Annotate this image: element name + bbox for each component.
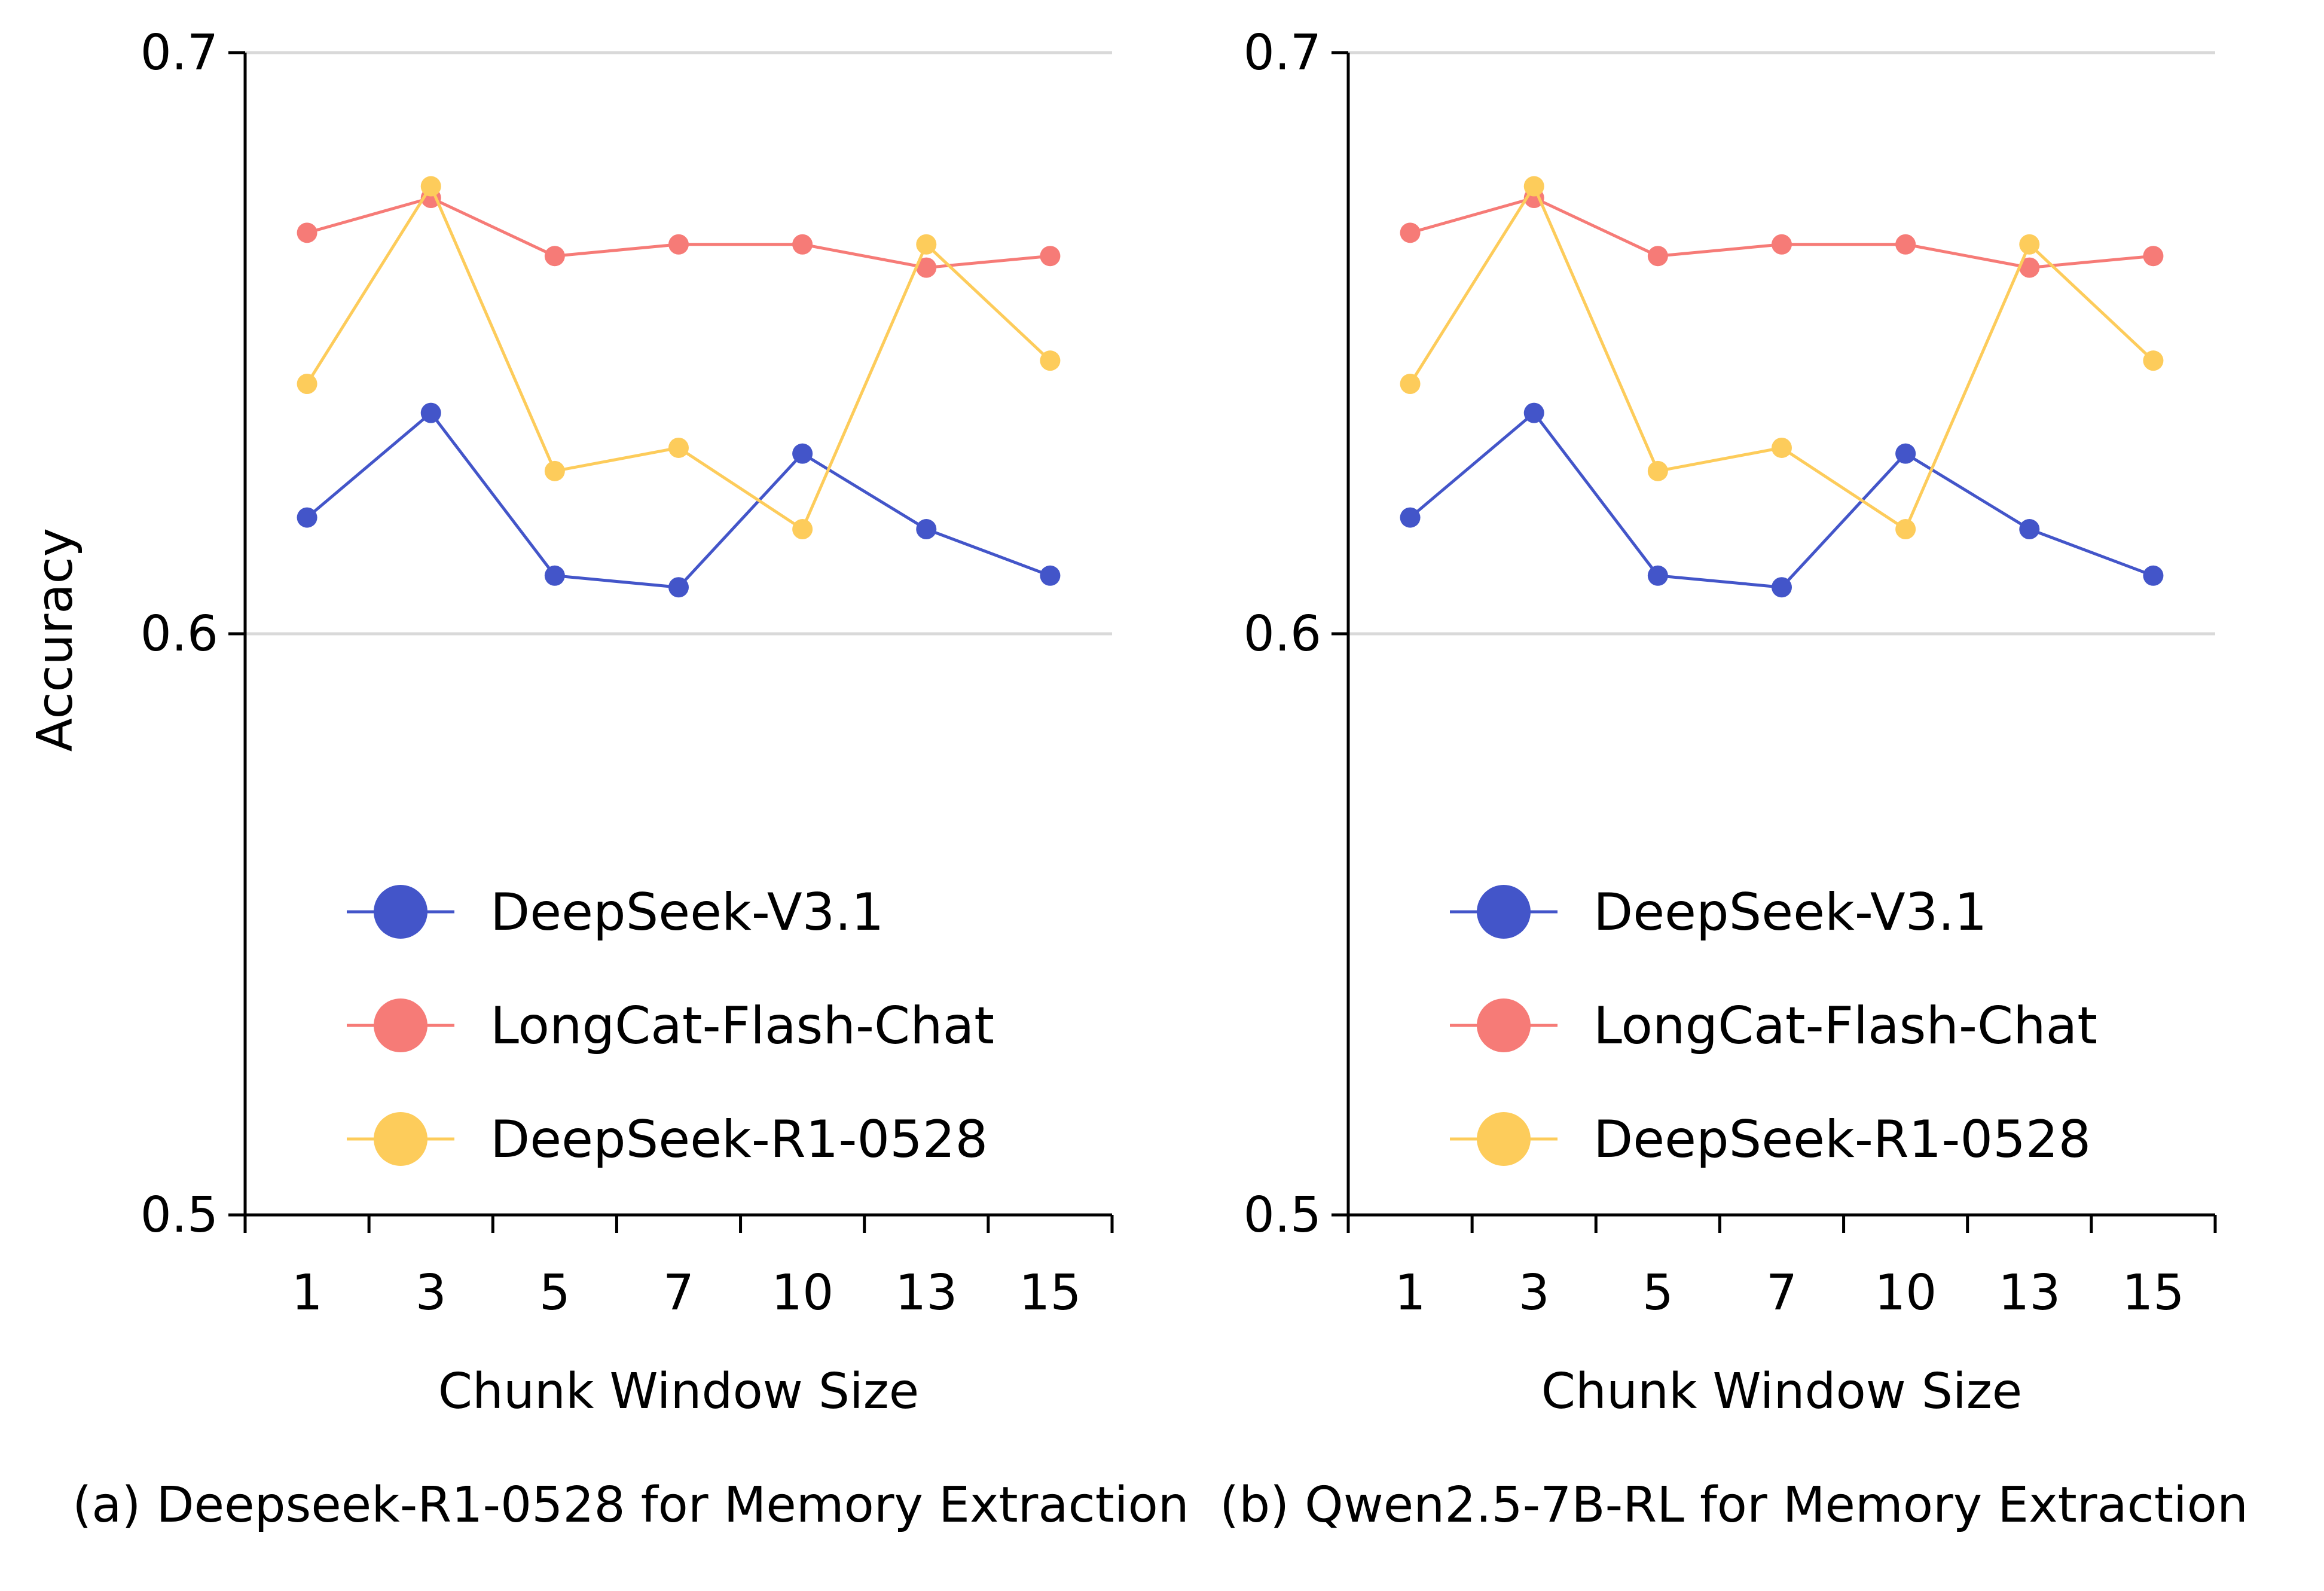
data-point [2019, 257, 2040, 278]
x-tick-label: 15 [1019, 1265, 1081, 1321]
legend-marker [374, 885, 427, 939]
y-tick-label: 0.7 [141, 25, 218, 81]
data-point [1040, 350, 1061, 371]
x-tick-label: 13 [895, 1265, 957, 1321]
data-point [1400, 222, 1421, 243]
data-point [1400, 374, 1421, 395]
y-tick-label: 0.7 [1244, 25, 1321, 81]
data-point [297, 374, 317, 395]
legend-label: DeepSeek-V3.1 [490, 882, 884, 942]
data-point [420, 176, 441, 197]
data-point [1647, 565, 1668, 586]
data-point [1400, 507, 1421, 528]
legend-label: DeepSeek-R1-0528 [1593, 1110, 2091, 1169]
x-axis-title: Chunk Window Size [1541, 1363, 2022, 1420]
data-point [1647, 246, 1668, 267]
data-point [1772, 577, 1792, 598]
data-point [2019, 519, 2040, 540]
data-point [297, 222, 317, 243]
y-axis-title: Accuracy [27, 528, 84, 752]
data-point [1523, 176, 1544, 197]
data-point [792, 234, 813, 255]
x-tick-label: 7 [663, 1265, 694, 1321]
y-tick-label: 0.6 [1244, 606, 1321, 662]
x-tick-label: 7 [1766, 1265, 1797, 1321]
x-tick-label: 10 [771, 1265, 833, 1321]
x-tick-label: 15 [2122, 1265, 2184, 1321]
data-point [1772, 234, 1792, 255]
y-tick-label: 0.5 [1244, 1187, 1321, 1244]
data-point [297, 507, 317, 528]
legend-label: LongCat-Flash-Chat [490, 996, 994, 1056]
data-point [668, 234, 689, 255]
panel-caption: (b) Qwen2.5-7B-RL for Memory Extraction [1220, 1477, 2248, 1534]
data-point [2143, 246, 2164, 267]
x-tick-label: 1 [291, 1265, 322, 1321]
data-point [544, 246, 565, 267]
data-point [668, 577, 689, 598]
legend-marker [1477, 998, 1531, 1052]
legend-marker [1477, 885, 1531, 939]
x-tick-label: 10 [1874, 1265, 1937, 1321]
data-point [2143, 350, 2164, 371]
y-tick-label: 0.5 [141, 1187, 218, 1244]
x-tick-label: 13 [1998, 1265, 2060, 1321]
data-point [544, 565, 565, 586]
data-point [916, 234, 937, 255]
legend-marker [374, 1112, 427, 1166]
data-point [1523, 402, 1544, 423]
data-point [544, 460, 565, 481]
data-point [792, 519, 813, 540]
data-point [1895, 234, 1916, 255]
x-tick-label: 3 [1519, 1265, 1550, 1321]
data-point [420, 402, 441, 423]
data-point [668, 437, 689, 458]
data-point [1772, 437, 1792, 458]
x-tick-label: 1 [1394, 1265, 1425, 1321]
data-point [916, 257, 937, 278]
data-point [2143, 565, 2164, 586]
legend-marker [1477, 1112, 1531, 1166]
data-point [2019, 234, 2040, 255]
data-point [792, 443, 813, 464]
x-axis-title: Chunk Window Size [438, 1363, 919, 1420]
legend-label: LongCat-Flash-Chat [1593, 996, 2097, 1056]
x-tick-label: 5 [539, 1265, 570, 1321]
panel-caption: (a) Deepseek-R1-0528 for Memory Extracti… [72, 1477, 1189, 1534]
data-point [1647, 460, 1668, 481]
x-tick-label: 5 [1642, 1265, 1673, 1321]
data-point [1040, 246, 1061, 267]
x-tick-label: 3 [416, 1265, 447, 1321]
data-point [1895, 443, 1916, 464]
legend-marker [374, 998, 427, 1052]
data-point [1895, 519, 1916, 540]
legend-label: DeepSeek-V3.1 [1593, 882, 1987, 942]
y-tick-label: 0.6 [141, 606, 218, 662]
data-point [1040, 565, 1061, 586]
legend-label: DeepSeek-R1-0528 [490, 1110, 988, 1169]
data-point [916, 519, 937, 540]
